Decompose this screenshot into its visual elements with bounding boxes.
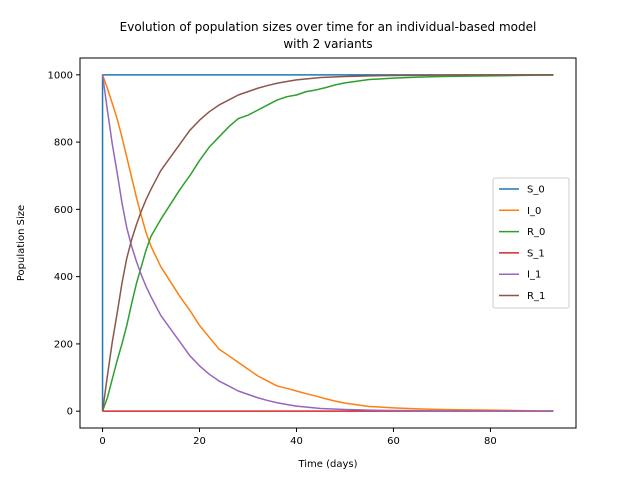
chart-title-line-1: Evolution of population sizes over time … [120, 20, 537, 34]
series-line-r-0 [101, 74, 554, 412]
x-axis-title: Time (days) [297, 459, 357, 470]
y-tick-label: 600 [54, 205, 73, 216]
y-axis-title: Population Size [16, 205, 27, 281]
legend-label: S_0 [527, 185, 545, 196]
x-tick-label: 0 [99, 436, 105, 447]
legend-label: R_0 [527, 227, 545, 238]
y-tick-label: 200 [54, 339, 73, 350]
legend-box [492, 177, 570, 309]
x-tick-label: 60 [387, 436, 400, 447]
y-tick-label: 400 [54, 272, 73, 283]
legend-label: I_1 [527, 270, 541, 281]
y-tick-label: 800 [54, 138, 73, 149]
legend: S_0 I_0 R_0 S_1 I_1 R_1 [492, 177, 570, 309]
x-tick-label: 20 [193, 436, 206, 447]
series-line-i-0 [101, 74, 554, 412]
x-tick-label: 80 [484, 436, 497, 447]
plot-series [101, 74, 554, 412]
legend-label: S_1 [527, 248, 545, 259]
y-axis: 0 200 400 600 800 1000 [48, 70, 80, 418]
legend-label: I_0 [527, 206, 541, 217]
series-line-i-1 [101, 74, 554, 412]
x-tick-label: 40 [290, 436, 303, 447]
chart-title-line-2: with 2 variants [283, 37, 372, 51]
y-tick-label: 1000 [48, 70, 73, 81]
y-tick-label: 0 [67, 407, 73, 418]
legend-label: R_1 [527, 291, 545, 302]
plot-frame [79, 57, 577, 429]
x-axis: 0 20 40 60 80 [99, 428, 497, 447]
series-line-r-1 [101, 74, 554, 412]
